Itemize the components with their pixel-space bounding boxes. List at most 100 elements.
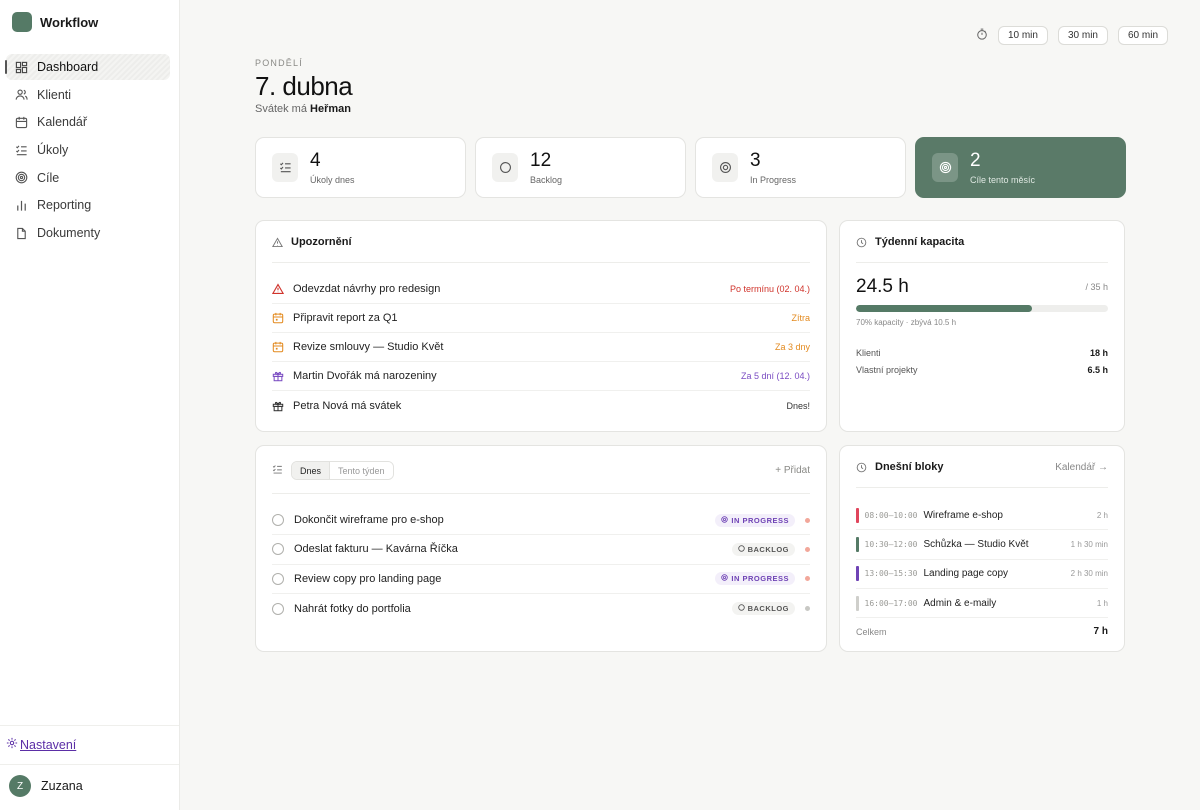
capacity-breakdown: Klienti 18 h Vlastní projekty 6.5 h: [856, 348, 1108, 382]
calendar-icon: [272, 312, 284, 324]
sidebar-item-ukoly[interactable]: Úkoly: [6, 137, 170, 163]
time-block[interactable]: 16:00–17:00 Admin & e-maily 1 h: [856, 589, 1108, 619]
user-profile[interactable]: Z Zuzana: [0, 764, 179, 797]
time-block[interactable]: 10:30–12:00 Schůzka — Studio Květ 1 h 30…: [856, 530, 1108, 560]
add-task-button[interactable]: + Přidat: [775, 465, 810, 476]
alert-item[interactable]: Revize smlouvy — Studio Květ Za 3 dny: [272, 333, 810, 362]
app-name: Workflow: [40, 14, 99, 30]
time-block[interactable]: 13:00–15:30 Landing page copy 2 h 30 min: [856, 560, 1108, 589]
sidebar-item-label: Dashboard: [37, 60, 99, 74]
stat-card-backlog[interactable]: 12 Backlog: [475, 137, 686, 198]
brand[interactable]: Workflow: [12, 12, 98, 32]
alert-due: Po termínu (02. 04.): [729, 284, 810, 294]
alerts-header: Upozornění: [271, 235, 810, 263]
stat-card-goals[interactable]: 2 Cíle tento měsíc: [915, 137, 1126, 198]
status-label: IN PROGRESS: [731, 574, 789, 584]
capacity-row-value: 18 h: [1089, 348, 1108, 358]
task-row[interactable]: Odeslat fakturu — Kavárna Říčka BACKLOG: [272, 535, 810, 565]
sidebar-nav: Dashboard Klienti Kalendář Úkoly Cíle Re…: [5, 54, 170, 248]
alert-item[interactable]: Odevzdat návrhy pro redesign Po termínu …: [272, 275, 810, 304]
tasks-panel: Dnes Tento týden + Přidat Dokončit wiref…: [255, 445, 827, 652]
sidebar-item-dashboard[interactable]: Dashboard: [5, 54, 170, 80]
capacity-title: Týdenní kapacita: [875, 236, 965, 248]
task-row[interactable]: Dokončit wireframe pro e-shop IN PROGRES…: [272, 506, 810, 536]
alert-item[interactable]: Petra Nová má svátek Dnes!: [272, 391, 810, 420]
task-checkbox[interactable]: [272, 572, 284, 585]
task-text: Odeslat fakturu — Kavárna Říčka: [294, 543, 458, 556]
alert-item[interactable]: Martin Dvořák má narozeniny Za 5 dní (12…: [272, 362, 810, 391]
block-color-bar: [856, 595, 859, 611]
list-check-icon: [272, 153, 298, 182]
sidebar-item-klienti[interactable]: Klienti: [6, 82, 170, 108]
total-value: 7 h: [1093, 626, 1108, 637]
bar-chart-icon: [15, 199, 28, 212]
priority-dot: [805, 546, 810, 552]
settings-link[interactable]: Nastavení: [6, 737, 76, 752]
circle-icon: [492, 153, 518, 182]
sidebar-item-kalendar[interactable]: Kalendář: [6, 109, 170, 135]
timer-30-button[interactable]: 30 min: [1057, 26, 1108, 45]
sidebar-item-cile[interactable]: Cíle: [6, 165, 170, 191]
alert-item[interactable]: Připravit report za Q1 Zítra: [272, 304, 810, 333]
block-duration: 1 h 30 min: [1070, 539, 1108, 549]
priority-dot: [805, 606, 810, 612]
focus-timer: 10 min 30 min 60 min: [976, 26, 1168, 45]
task-row[interactable]: Review copy pro landing page IN PROGRESS: [272, 565, 810, 594]
capacity-row-label: Vlastní projekty: [856, 365, 918, 375]
alerts-title: Upozornění: [291, 236, 352, 248]
block-name: Admin & e-maily: [923, 597, 997, 609]
status-badge: IN PROGRESS: [715, 513, 795, 527]
capacity-row: Klienti 18 h: [856, 348, 1108, 365]
stat-value: 3: [750, 150, 761, 171]
task-checkbox[interactable]: [272, 543, 284, 556]
task-row[interactable]: Nahrát fotky do portfolia BACKLOG: [272, 594, 810, 623]
sidebar: Workflow Dashboard Klienti Kalendář Úkol…: [0, 0, 180, 810]
stat-card-tasks[interactable]: 4 Úkoly dnes: [255, 137, 466, 198]
target-icon: [721, 574, 729, 583]
task-text: Dokončit wireframe pro e-shop: [294, 514, 444, 527]
blocks-total: Celkem 7 h: [856, 626, 1108, 637]
alert-due: Za 3 dny: [774, 342, 810, 352]
target-icon: [15, 171, 28, 184]
tasks-segmented-control: Dnes Tento týden: [291, 461, 394, 480]
capacity-value: 24.5 h: [856, 276, 909, 297]
tab-tento-tyden[interactable]: Tento týden: [330, 462, 393, 479]
clock-icon: [856, 460, 867, 478]
capacity-progress-fill: [856, 305, 1033, 312]
alert-due: Zítra: [791, 313, 810, 323]
calendar-link[interactable]: Kalendář →: [1055, 462, 1108, 473]
task-checkbox[interactable]: [272, 514, 284, 527]
sidebar-item-label: Cíle: [37, 170, 60, 185]
timer-60-button[interactable]: 60 min: [1117, 26, 1168, 45]
task-checkbox[interactable]: [272, 602, 284, 615]
task-text: Review copy pro landing page: [294, 572, 442, 585]
blocks-title: Dnešní bloky: [875, 461, 944, 473]
target-icon: [721, 515, 729, 525]
list-check-icon: [15, 144, 28, 157]
alert-list: Odevzdat návrhy pro redesign Po termínu …: [272, 275, 810, 420]
sidebar-item-dokumenty[interactable]: Dokumenty: [6, 220, 170, 246]
app-logo: [12, 12, 32, 32]
timer-10-button[interactable]: 10 min: [997, 26, 1048, 45]
stat-value: 2: [970, 150, 981, 171]
status-badge: BACKLOG: [731, 602, 795, 616]
block-time: 13:00–15:30: [864, 569, 918, 579]
blocks-header: Dnešní bloky: [856, 460, 1108, 488]
stat-card-in-progress[interactable]: 3 In Progress: [695, 137, 906, 198]
status-badge: IN PROGRESS: [715, 572, 795, 586]
gear-icon: [6, 737, 18, 752]
calendar-icon: [272, 341, 284, 353]
target-icon: [712, 153, 738, 182]
time-block[interactable]: 08:00–10:00 Wireframe e-shop 2 h: [856, 501, 1108, 531]
calendar-icon: [15, 116, 28, 129]
block-name: Wireframe e-shop: [923, 509, 1003, 521]
priority-dot: [805, 517, 810, 523]
alerts-panel: Upozornění Odevzdat návrhy pro redesign …: [255, 220, 827, 432]
tasks-tabs: Dnes Tento týden: [272, 461, 394, 480]
sidebar-item-reporting[interactable]: Reporting: [6, 192, 170, 218]
alert-due: Za 5 dní (12. 04.): [740, 371, 810, 381]
tab-dnes[interactable]: Dnes: [292, 462, 331, 479]
sidebar-item-label: Kalendář: [37, 115, 88, 130]
nameday-name: Heřman: [310, 103, 351, 115]
total-label: Celkem: [856, 626, 887, 637]
